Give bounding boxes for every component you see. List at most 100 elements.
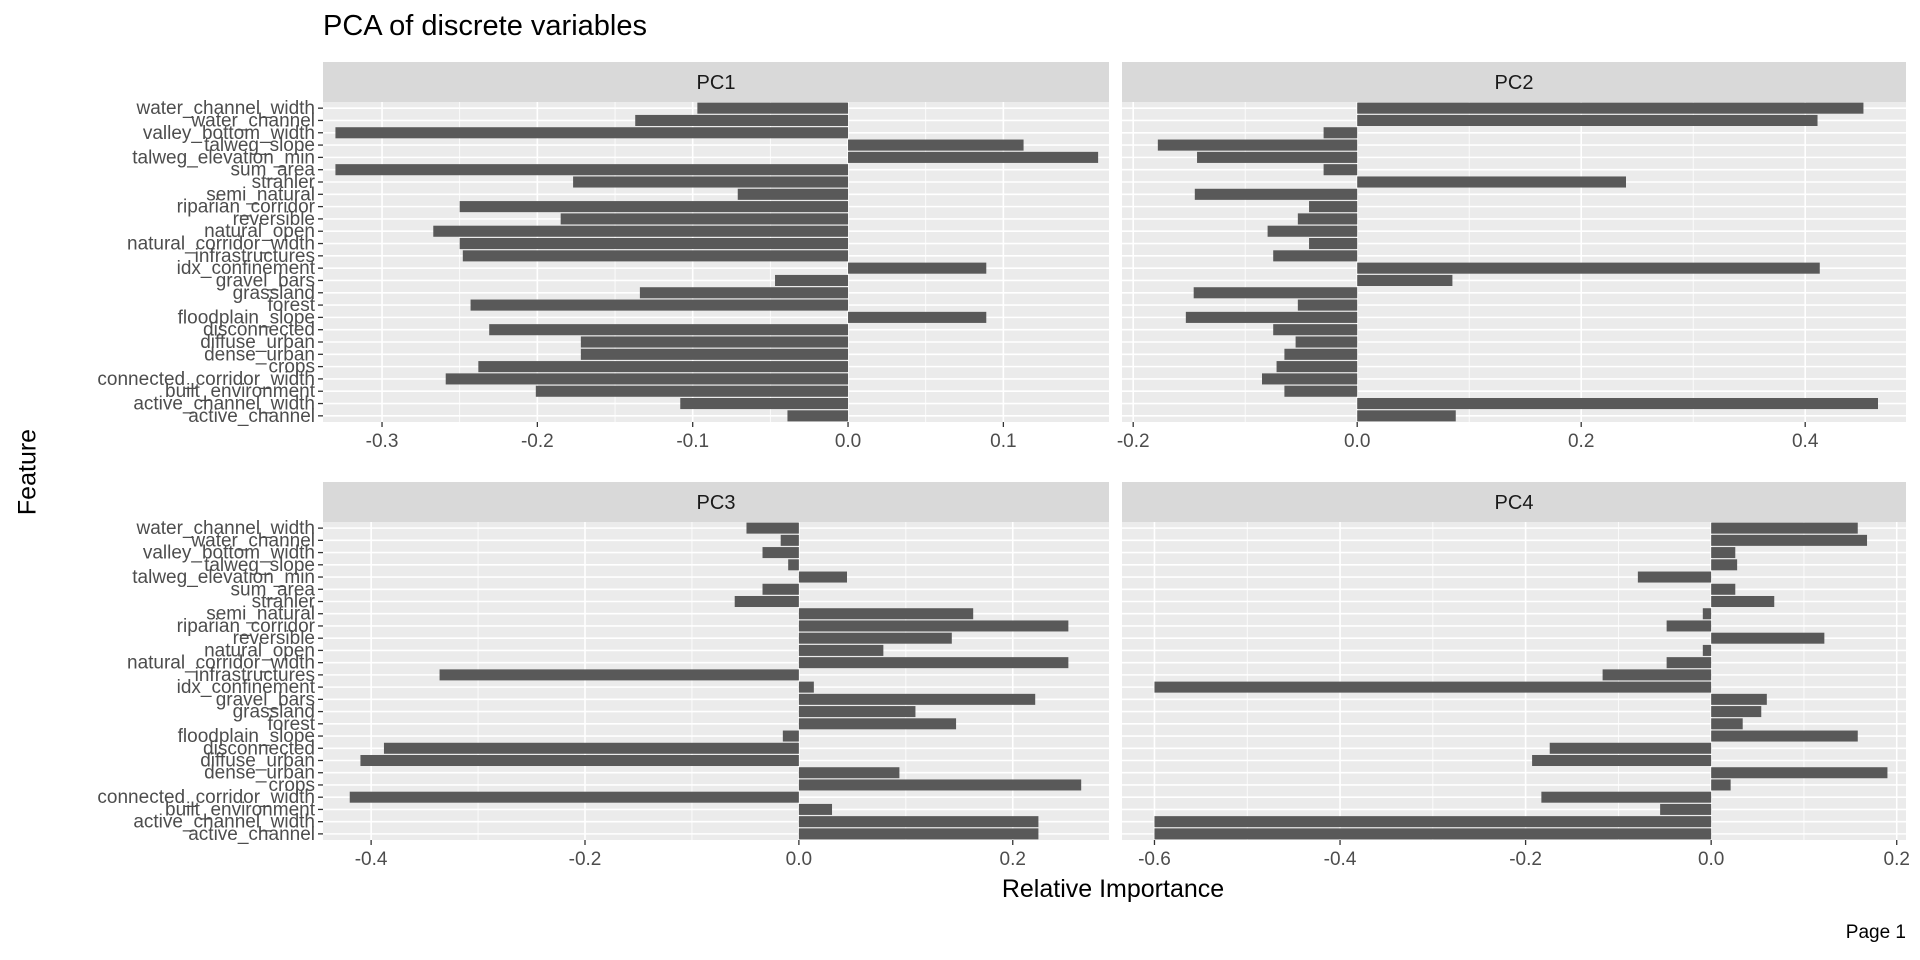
bar-pc1-natural_corridor_width xyxy=(459,238,849,250)
bar-pc3-natural_open xyxy=(798,644,884,656)
bar-pc3-gravel_bars xyxy=(798,693,1036,705)
x-tick-label: 0.2 xyxy=(1884,849,1910,870)
y-tick-label: built_environment xyxy=(165,799,316,820)
y-tick-label: reversible xyxy=(233,628,315,649)
bar-pc3-disconnected xyxy=(383,742,799,754)
x-tick-label: -0.3 xyxy=(366,431,399,452)
x-tick-label: -0.2 xyxy=(1509,849,1542,870)
bar-pc3-active_channel xyxy=(798,828,1039,840)
bar-pc3-talweg_elevation_min xyxy=(798,571,847,583)
bar-pc1-forest xyxy=(470,299,849,311)
bar-pc2-natural_corridor_width xyxy=(1309,238,1358,250)
x-tick-label: 0.1 xyxy=(990,431,1016,452)
bar-pc4-natural_open xyxy=(1702,644,1712,656)
bar-pc4-talweg_elevation_min xyxy=(1637,571,1712,583)
y-tick-label: active_channel_width xyxy=(133,394,315,415)
x-tick-label: -0.1 xyxy=(676,431,709,452)
bar-pc2-semi_natural xyxy=(1194,188,1358,200)
y-tick-label: water_channel_width xyxy=(135,98,315,119)
y-tick-label: water_channel xyxy=(190,530,315,551)
bar-pc4-infrastructures xyxy=(1602,669,1712,681)
bar-pc4-natural_corridor_width xyxy=(1666,657,1712,669)
bar-pc3-active_channel_width xyxy=(798,816,1039,828)
bar-pc3-sum_area xyxy=(762,583,799,595)
panel-background-pc4 xyxy=(1122,522,1906,840)
bar-pc3-valley_bottom_width xyxy=(762,547,799,559)
bar-pc3-talweg_slope xyxy=(788,559,799,571)
x-tick-label: 0.0 xyxy=(1344,431,1370,452)
y-tick-label: idx_confinement xyxy=(177,258,316,279)
bar-pc1-talweg_elevation_min xyxy=(848,151,1099,163)
bar-pc1-gravel_bars xyxy=(775,274,849,286)
bar-pc4-active_channel xyxy=(1154,828,1712,840)
bar-pc1-dense_urban xyxy=(580,348,849,360)
bar-pc4-dense_urban xyxy=(1711,767,1888,779)
bar-pc3-idx_confinement xyxy=(798,681,814,693)
y-tick-label: floodplain_slope xyxy=(178,726,315,747)
bar-pc2-disconnected xyxy=(1273,324,1358,336)
y-tick-label: semi_natural xyxy=(206,604,315,625)
bar-pc4-active_channel_width xyxy=(1154,816,1712,828)
facet-strip-pc3 xyxy=(323,482,1109,522)
bar-pc4-strahler xyxy=(1711,595,1775,608)
x-tick-label: 0.2 xyxy=(1568,431,1594,452)
y-tick-label: idx_confinement xyxy=(177,677,316,698)
bar-pc4-built_environment xyxy=(1660,803,1712,815)
bar-pc3-forest xyxy=(798,718,957,730)
y-tick-label: floodplain_slope xyxy=(178,307,315,328)
x-tick-label: 0.0 xyxy=(1698,849,1724,870)
bar-pc1-sum_area xyxy=(335,164,849,176)
bar-pc1-built_environment xyxy=(535,385,849,397)
bar-pc3-diffuse_urban xyxy=(360,754,799,767)
y-tick-label: active_channel xyxy=(188,406,315,427)
y-tick-label: infrastructures xyxy=(195,246,315,267)
bar-pc2-floodplain_slope xyxy=(1185,311,1358,323)
x-tick-label: 0.0 xyxy=(786,849,812,870)
bar-pc1-semi_natural xyxy=(737,188,849,200)
bar-pc1-valley_bottom_width xyxy=(335,127,849,139)
bar-pc1-strahler xyxy=(573,176,849,188)
bar-pc4-sum_area xyxy=(1711,583,1736,595)
x-tick-label: -0.4 xyxy=(355,849,388,870)
bar-pc4-riparian_corridor xyxy=(1666,620,1712,632)
x-tick-label: -0.2 xyxy=(1117,431,1150,452)
bar-pc2-valley_bottom_width xyxy=(1323,127,1358,139)
bar-pc2-water_channel_width xyxy=(1357,102,1864,114)
y-tick-label: natural_open xyxy=(204,640,315,661)
chart-title: PCA of discrete variables xyxy=(323,10,647,42)
bar-pc1-active_channel_width xyxy=(680,398,849,410)
bar-pc3-water_channel xyxy=(780,534,799,546)
bar-pc2-active_channel_width xyxy=(1357,398,1878,410)
bar-pc1-disconnected xyxy=(489,324,849,336)
bar-pc4-disconnected xyxy=(1549,742,1712,754)
bar-pc2-gravel_bars xyxy=(1357,274,1453,286)
bar-pc4-water_channel_width xyxy=(1711,522,1858,534)
x-tick-label: 0.4 xyxy=(1792,431,1819,452)
bar-pc2-talweg_elevation_min xyxy=(1197,151,1358,163)
bar-pc2-dense_urban xyxy=(1284,348,1358,360)
bar-pc2-infrastructures xyxy=(1273,250,1358,262)
bar-pc4-reversible xyxy=(1711,632,1825,644)
x-tick-label: 0.0 xyxy=(835,431,861,452)
y-tick-label: forest xyxy=(267,295,315,316)
bar-pc2-riparian_corridor xyxy=(1309,201,1358,213)
x-tick-label: -0.2 xyxy=(521,431,554,452)
bar-pc3-natural_corridor_width xyxy=(798,657,1069,669)
bar-pc2-connected_corridor_width xyxy=(1262,373,1358,385)
bar-pc4-connected_corridor_width xyxy=(1541,791,1712,803)
bar-pc4-crops xyxy=(1711,779,1731,791)
y-tick-label: connected_corridor_width xyxy=(97,787,315,808)
bar-pc1-diffuse_urban xyxy=(580,336,849,348)
y-tick-label: gravel_bars xyxy=(216,689,315,710)
bar-pc2-water_channel xyxy=(1357,114,1818,126)
bar-pc1-talweg_slope xyxy=(848,139,1024,151)
x-tick-label: -0.4 xyxy=(1324,849,1357,870)
bar-pc1-infrastructures xyxy=(462,250,849,262)
y-tick-label: natural_corridor_width xyxy=(127,234,315,255)
y-tick-label: valley_bottom_width xyxy=(143,543,315,564)
y-tick-label: talweg_elevation_min xyxy=(132,567,315,588)
facet-strip-pc4 xyxy=(1122,482,1906,522)
y-tick-label: grassland xyxy=(233,283,315,304)
bar-pc3-strahler xyxy=(734,595,799,608)
y-tick-label: strahler xyxy=(252,592,316,613)
